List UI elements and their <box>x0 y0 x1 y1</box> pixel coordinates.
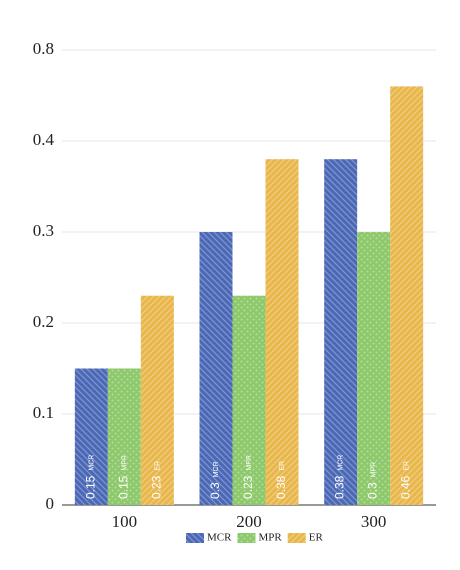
data-label-value: 0.15 <box>117 475 131 499</box>
data-label: 0.38 ER <box>274 461 288 499</box>
data-label: 0.23 ER <box>150 461 164 499</box>
data-label-value: 0.3 <box>366 482 380 499</box>
y-tick-label: 0.8 <box>33 39 54 58</box>
data-label-series: MCR <box>213 461 220 477</box>
data-label-series: MPR <box>371 462 378 478</box>
bar <box>357 232 391 505</box>
bar <box>199 232 233 505</box>
y-tick-label: 0.1 <box>33 403 54 422</box>
legend-label: MCR <box>207 532 232 544</box>
data-label: 0.46 ER <box>399 461 413 499</box>
legend-swatch <box>287 533 306 543</box>
data-label-value: 0.23 <box>150 475 164 499</box>
bar <box>324 159 358 505</box>
data-label-series: ER <box>154 461 161 471</box>
y-tick-label: 0.2 <box>33 312 54 331</box>
legend-swatch <box>237 533 256 543</box>
bar <box>74 368 108 505</box>
y-tick-label: 0.4 <box>33 130 55 149</box>
data-label-series: ER <box>404 461 411 471</box>
data-label: 0.38 MCR <box>333 455 347 499</box>
data-label: 0.3 MCR <box>208 461 222 499</box>
data-label: 0.15 MPR <box>117 455 131 499</box>
data-label: 0.3 MPR <box>366 462 380 499</box>
y-tick-label: 0 <box>46 494 55 513</box>
bar <box>390 86 424 506</box>
data-label-value: 0.15 <box>84 475 98 499</box>
bar <box>265 159 299 505</box>
legend-label: MPR <box>258 532 282 544</box>
data-label-series: ER <box>279 461 286 471</box>
data-label-value: 0.38 <box>333 475 347 499</box>
data-label: 0.23 MPR <box>241 455 255 499</box>
data-label-value: 0.46 <box>399 475 413 499</box>
data-label-series: MPR <box>246 455 253 471</box>
data-label-value: 0.38 <box>274 475 288 499</box>
legend-label: ER <box>309 532 324 544</box>
bar <box>140 295 174 505</box>
x-tick-label: 200 <box>236 512 262 531</box>
data-label-series: MPR <box>121 455 128 471</box>
x-tick-label: 100 <box>112 512 138 531</box>
x-tick-label: 300 <box>361 512 387 531</box>
legend-swatch <box>186 533 204 543</box>
bar <box>107 368 141 505</box>
data-label-value: 0.23 <box>241 475 255 499</box>
data-label-series: MCR <box>88 455 95 471</box>
data-label: 0.15 MCR <box>84 455 98 499</box>
y-tick-label: 0.3 <box>33 221 54 240</box>
data-label-series: MCR <box>338 455 345 471</box>
data-label-value: 0.3 <box>208 482 222 499</box>
bar <box>232 295 266 505</box>
